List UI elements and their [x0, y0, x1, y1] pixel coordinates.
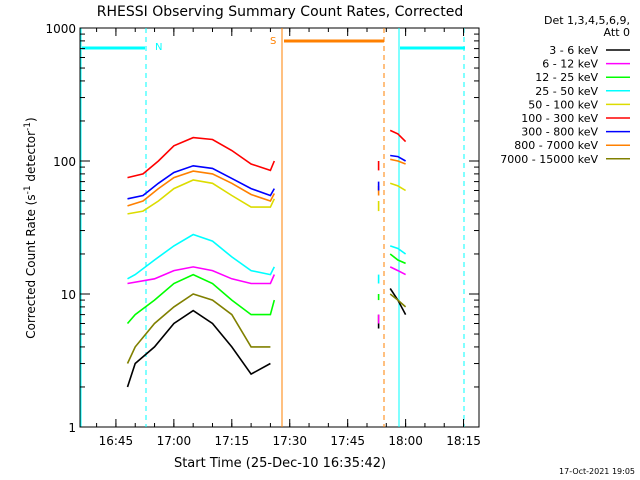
series-line-2-seg-0	[126, 273, 276, 325]
series-line-6-seg-2	[390, 154, 406, 162]
series-line-3-seg-2	[389, 245, 407, 255]
y-label-mid: detector	[24, 131, 38, 186]
legend-label-2: 12 - 25 keV	[535, 71, 598, 84]
series-line-1-seg-2	[389, 266, 406, 276]
x-tick-label-5: 18:00	[388, 434, 423, 448]
ticks-layer: 16:45 17:00 17:15 17:30 17:45 18:00 18:15 1 10 10…	[45, 22, 480, 448]
legend-label-3: 25 - 50 keV	[535, 85, 598, 98]
y-label-sup2: -1	[23, 122, 33, 131]
series-layer	[126, 129, 407, 388]
series-line-8-seg-2	[389, 293, 407, 308]
x-tick-label-6: 18:15	[446, 434, 481, 448]
y-axis-label: Corrected Count Rate (s-1 detector-1)	[23, 117, 38, 338]
legend-header-1: Det 1,3,4,5,6,9,	[544, 14, 630, 27]
y-tick-label-1: 10	[61, 288, 76, 302]
y-label-sup1: -1	[23, 185, 33, 194]
x-tick-label-2: 17:15	[215, 434, 250, 448]
series-line-1-seg-0	[127, 266, 276, 285]
plot-frame	[79, 27, 480, 428]
legend-label-4: 50 - 100 keV	[528, 98, 598, 111]
marker-n-label: N	[155, 42, 162, 53]
series-line-0-seg-0	[126, 309, 271, 388]
legend-label-0: 3 - 6 keV	[549, 44, 598, 57]
series-line-4-seg-2	[389, 182, 407, 192]
series-line-5-seg-2	[389, 129, 407, 143]
x-tick-label-0: 16:45	[99, 434, 134, 448]
footer-date: 17-Oct-2021 19:05	[559, 467, 635, 476]
y-label-end: )	[24, 117, 38, 122]
series-line-6-seg-0	[127, 164, 275, 200]
x-tick-label-4: 17:45	[330, 434, 365, 448]
y-label-main: Corrected Count Rate (s	[24, 194, 38, 338]
series-line-7-seg-0	[127, 170, 276, 207]
marker-lines: N S	[80, 28, 465, 427]
legend-label-7: 800 - 7000 keV	[514, 139, 598, 152]
legend-label-6: 300 - 800 keV	[521, 126, 598, 139]
series-line-2-seg-2	[389, 253, 406, 265]
legend-label-1: 6 - 12 keV	[542, 58, 598, 71]
marker-s-label: S	[270, 36, 276, 47]
series-line-8-seg-0	[126, 293, 271, 364]
legend-label-5: 100 - 300 keV	[521, 112, 598, 125]
series-line-0-seg-2	[389, 288, 407, 315]
chart-title: RHESSI Observing Summary Count Rates, Co…	[97, 4, 463, 20]
x-tick-label-1: 17:00	[157, 434, 192, 448]
y-tick-label-3: 1000	[45, 22, 76, 36]
legend-header-2: Att 0	[604, 26, 630, 39]
y-tick-label-0: 1	[68, 421, 76, 435]
series-line-3-seg-0	[127, 233, 276, 280]
y-tick-label-2: 100	[53, 155, 76, 169]
series-line-5-seg-0	[127, 136, 276, 179]
legend-label-8: 7000 - 15000 keV	[500, 153, 598, 166]
series-line-4-seg-0	[127, 179, 276, 215]
series-line-7-seg-2	[390, 158, 406, 165]
x-tick-label-3: 17:30	[272, 434, 307, 448]
x-axis-label: Start Time (25-Dec-10 16:35:42)	[174, 456, 386, 471]
